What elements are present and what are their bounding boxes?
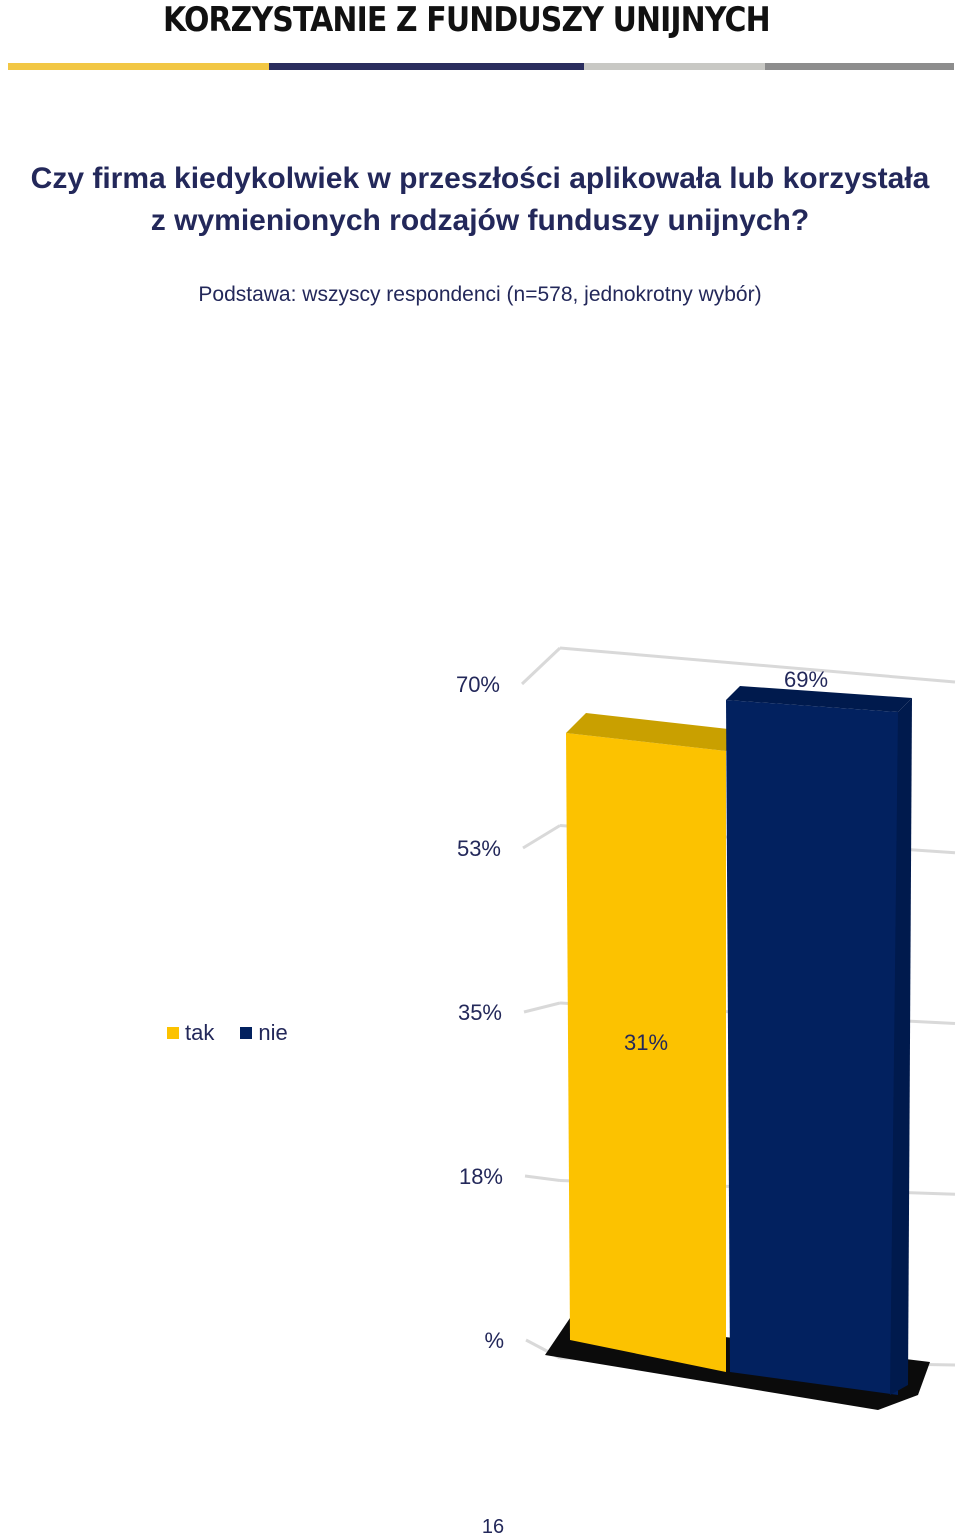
header-stripe-navy xyxy=(269,63,584,70)
legend-swatch-tak xyxy=(167,1027,179,1039)
data-label-tak: 31% xyxy=(624,1030,668,1055)
gridline-diagonal xyxy=(520,646,562,686)
bar-tak xyxy=(566,733,726,1372)
header-stripe-gray xyxy=(765,63,954,70)
header-title: KORZYSTANIE Z FUNDUSZY UNIJNYCH xyxy=(163,0,771,40)
bars-layer xyxy=(566,686,912,1395)
y-tick-label: 18% xyxy=(459,1164,503,1189)
legend-swatch-nie xyxy=(240,1027,253,1039)
bar-top-nie xyxy=(726,686,912,712)
chart-legend: tak nie xyxy=(167,1020,288,1046)
header-stripe-lightgray xyxy=(584,63,765,70)
data-labels: 31% 69% xyxy=(624,667,828,1055)
y-tick-labels: % 18% 35% 53% 70% xyxy=(456,672,504,1353)
legend-item-nie: nie xyxy=(240,1020,288,1046)
question-line-2: z wymienionych rodzajów funduszy unijnyc… xyxy=(150,204,810,237)
page-number: 16 xyxy=(481,1516,505,1538)
y-tick-label: 70% xyxy=(456,672,500,697)
gridline-diagonal xyxy=(523,1001,561,1014)
y-tick-label: 53% xyxy=(457,836,501,861)
base-note: Podstawa: wszyscy respondenci (n=578, je… xyxy=(198,283,762,306)
data-label-nie: 69% xyxy=(784,667,828,692)
gridline-diagonal xyxy=(524,1174,561,1182)
y-tick-label: 35% xyxy=(458,1000,502,1025)
question-title: Czy firma kiedykolwiek w przeszłości apl… xyxy=(0,158,960,242)
gridline-diagonal xyxy=(522,824,561,850)
legend-item-tak: tak xyxy=(167,1020,214,1046)
header-stripe-yellow xyxy=(8,63,269,70)
legend-label-nie: nie xyxy=(258,1020,288,1045)
bar-side-nie xyxy=(890,698,912,1395)
gridline xyxy=(559,646,956,684)
legend-label-tak: tak xyxy=(185,1020,215,1045)
y-tick-label: % xyxy=(484,1328,504,1353)
bar-nie xyxy=(726,700,898,1395)
question-line-1: Czy firma kiedykolwiek w przeszłości apl… xyxy=(30,162,930,195)
bar-top-tak xyxy=(566,713,746,751)
